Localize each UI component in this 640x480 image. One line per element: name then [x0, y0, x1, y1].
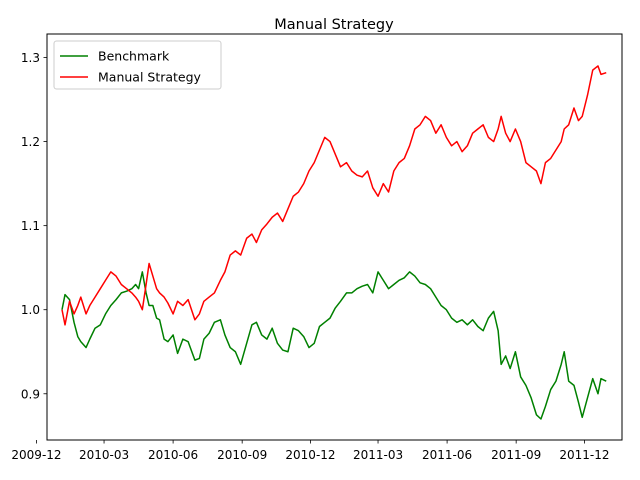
- x-tick-label: 2010-03: [79, 448, 129, 462]
- x-tick-label: 2011-03: [353, 448, 403, 462]
- legend-box: [53, 40, 222, 90]
- series-line-benchmark: [61, 271, 607, 420]
- x-tick-label: 2011-12: [559, 448, 609, 462]
- plot-frame: [46, 33, 623, 441]
- x-tick-label: 2010-12: [285, 448, 335, 462]
- y-tick-label: 1.2: [21, 135, 40, 149]
- x-axis: 2009-12 2010-03 2010-06 2010-09 2010-12 2011-…: [11, 440, 610, 462]
- y-axis: 0.9 1.0 1.1 1.2 1.3: [21, 51, 47, 401]
- y-tick-label: 1.1: [21, 219, 40, 233]
- x-tick-label: 2010-06: [148, 448, 198, 462]
- y-tick-label: 1.3: [21, 51, 40, 65]
- series-layer: [61, 65, 607, 420]
- series-line-manual-strategy: [61, 65, 607, 326]
- x-tick-label: 2011-06: [422, 448, 472, 462]
- x-tick-label: 2010-09: [217, 448, 267, 462]
- legend: Benchmark Manual Strategy: [53, 40, 222, 90]
- legend-label: Manual Strategy: [98, 70, 202, 85]
- legend-label: Benchmark: [98, 49, 170, 64]
- x-tick-label: 2011-09: [491, 448, 541, 462]
- x-tick-label: 2009-12: [11, 448, 61, 462]
- y-tick-label: 0.9: [21, 387, 40, 401]
- chart-title: Manual Strategy: [274, 17, 394, 33]
- y-tick-label: 1.0: [21, 303, 40, 317]
